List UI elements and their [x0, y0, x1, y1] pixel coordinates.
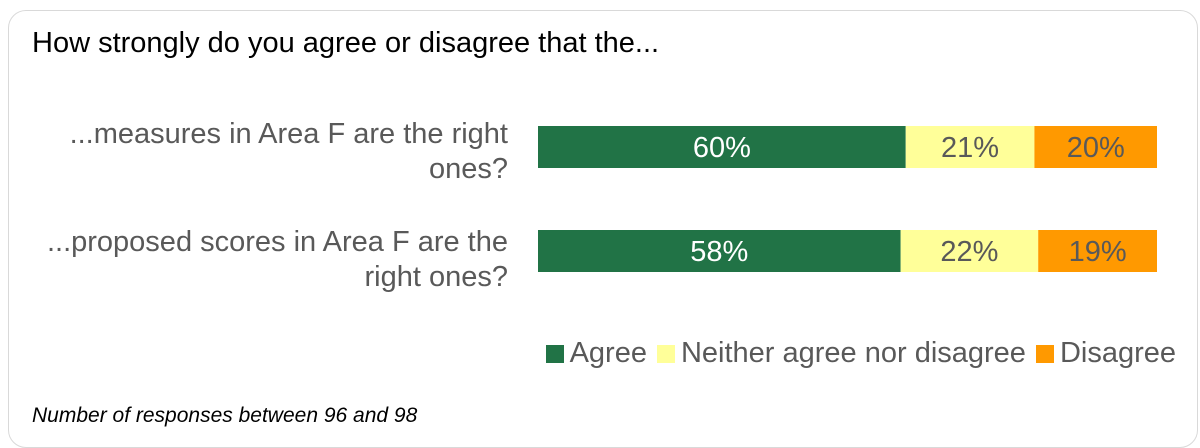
category-label-measures: ...measures in Area F are the right ones… [69, 118, 508, 185]
footnote: Number of responses between 96 and 98 [32, 404, 418, 427]
stacked-bar-chart: 60% 21% 20% 58% 22% 19% [538, 126, 1157, 272]
data-label-agree-row-2: 58% [690, 236, 748, 268]
legend-swatch-disagree [1035, 344, 1054, 363]
bar-neither-row-2 [900, 230, 1039, 272]
legend-swatch-neither [656, 344, 675, 363]
legend-swatch-agree [545, 344, 564, 363]
data-label-neither-row-2: 22% [940, 236, 998, 268]
data-label-neither-row-1: 21% [941, 132, 999, 164]
data-label-disagree-row-2: 19% [1069, 236, 1127, 268]
bar-agree-row-2 [538, 230, 901, 272]
chart-legend: Agree Neither agree nor disagree Disagre… [536, 337, 1176, 370]
data-label-disagree-row-1: 20% [1067, 132, 1125, 164]
chart-title: How strongly do you agree or disagree th… [32, 27, 660, 59]
legend-item-neither: Neither agree nor disagree [656, 337, 1026, 370]
data-label-agree-row-1: 60% [693, 132, 751, 164]
legend-label-agree: Agree [569, 337, 647, 369]
chart-card [8, 10, 1198, 448]
legend-label-disagree: Disagree [1059, 337, 1176, 369]
bar-agree-row-1 [538, 126, 906, 168]
bar-disagree-row-1 [1034, 126, 1157, 168]
bar-neither-row-1 [905, 126, 1035, 168]
legend-item-disagree: Disagree [1035, 337, 1176, 370]
legend-item-agree: Agree [545, 337, 647, 370]
legend-label-neither: Neither agree nor disagree [680, 337, 1026, 369]
bar-disagree-row-2 [1038, 230, 1157, 272]
category-label-scores: ...proposed scores in Area F are the rig… [46, 226, 508, 293]
